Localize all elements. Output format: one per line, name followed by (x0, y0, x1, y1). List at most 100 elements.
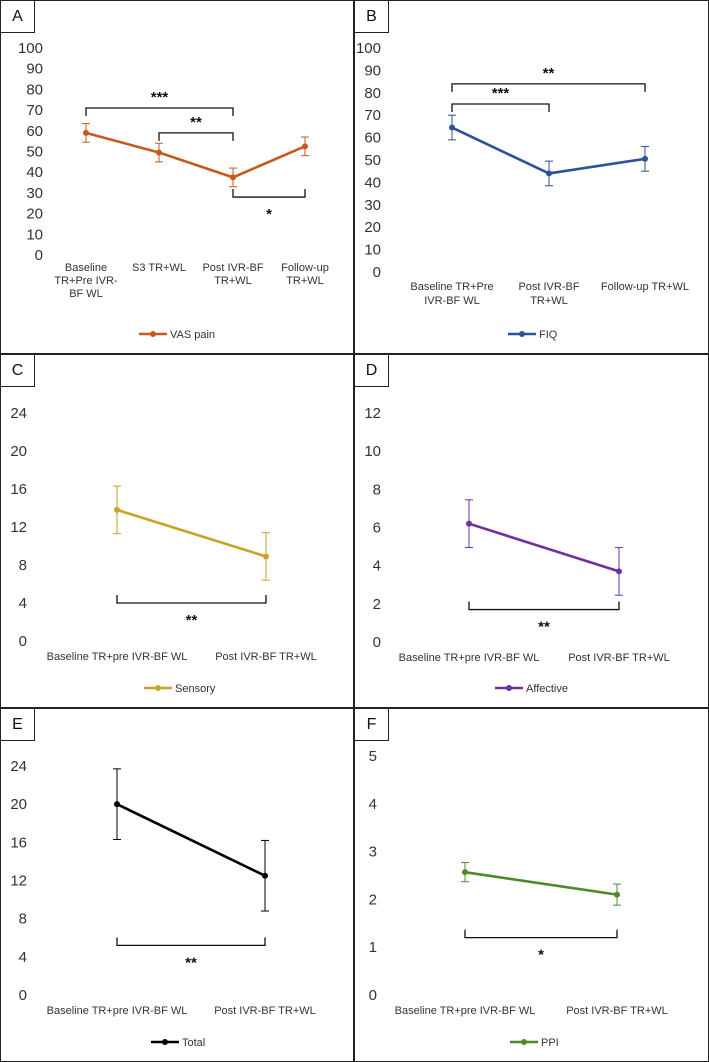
significance-bracket (468, 601, 620, 611)
y-tick-label: 20 (364, 219, 381, 236)
x-tick-label: Baseline (65, 262, 107, 274)
data-point (302, 143, 308, 150)
chart-svg: 0 1 2 3 4 5 Baseline TR+pre IVR-BF WL Post IVR-… (369, 748, 668, 1049)
x-tick-label: Baseline TR+pre IVR-BF WL (399, 652, 540, 664)
x-tick-label: Post IVR-BF (518, 281, 579, 293)
significance-label: * (538, 947, 544, 964)
y-tick-label: 3 (369, 844, 377, 861)
data-point (546, 170, 552, 177)
x-tick-label: Post IVR-BF (202, 262, 263, 274)
y-tick-label: 6 (373, 520, 381, 537)
series-line (85, 131, 306, 179)
y-tick-label: 20 (10, 443, 27, 460)
chart-svg: 0 4 8 12 16 20 24 Baseline TR+pre IVR-BF WL Post… (10, 758, 315, 1049)
panel-label: F (355, 709, 389, 741)
x-tick-label: Baseline TR+pre IVR-BF WL (47, 1005, 188, 1017)
y-tick-label: 16 (10, 481, 27, 498)
y-tick-label: 2 (373, 596, 381, 613)
y-tick-label: 4 (19, 595, 27, 612)
y-tick-label: 12 (10, 873, 27, 890)
y-tick-label: 80 (364, 85, 381, 102)
legend-label: Total (182, 1037, 205, 1049)
y-tick-label: 100 (18, 40, 43, 57)
series-line (116, 802, 266, 877)
data-point (449, 124, 455, 131)
significance-bracket (116, 937, 266, 947)
data-point (156, 149, 162, 156)
significance-label: *** (492, 85, 510, 102)
data-point (263, 553, 269, 560)
series-line (464, 870, 618, 896)
y-tick-label: 50 (364, 152, 381, 169)
y-tick-label: 70 (26, 102, 43, 119)
panel-C: C 0 4 8 12 16 20 24 Baseline TR+pre IVR-BF WL Po… (0, 354, 354, 708)
y-tick-label: 16 (10, 834, 27, 851)
x-tick-label: TR+WL (530, 295, 568, 307)
significance-label: ** (538, 619, 550, 636)
y-tick-label: 24 (10, 758, 27, 775)
data-point (466, 520, 472, 527)
chart-svg: 0 2 4 6 8 10 12 Baseline TR+pre IVR-BF WL Post I… (364, 405, 670, 695)
chart-svg: 0 4 8 12 16 20 24 Baseline TR+pre IVR-BF WL Post… (10, 405, 317, 695)
data-point (262, 872, 268, 879)
significance-bracket (232, 189, 306, 198)
panel-E: E 0 4 8 12 16 20 24 Baseline TR+pre IVR-BF WL Po… (0, 708, 354, 1062)
y-tick-label: 90 (364, 62, 381, 79)
x-tick-label: TR+WL (214, 275, 252, 287)
y-tick-label: 40 (26, 164, 43, 181)
data-point (114, 801, 120, 808)
panel-A: A 0 10 20 30 40 50 60 70 80 90 100 Baseline TR+Pre I… (0, 0, 354, 354)
data-point (616, 568, 622, 575)
significance-bracket (451, 83, 646, 92)
legend-marker-icon (521, 1039, 527, 1045)
significance-label: * (266, 206, 272, 223)
y-tick-label: 0 (19, 987, 27, 1004)
significance-bracket (464, 929, 618, 939)
x-tick-label: Post IVR-BF TR+WL (568, 652, 670, 664)
y-tick-label: 90 (26, 61, 43, 78)
significance-label: ** (185, 954, 197, 971)
y-tick-label: 8 (19, 911, 27, 928)
data-point (83, 129, 89, 136)
legend-label: PPI (541, 1037, 559, 1049)
significance-label: ** (186, 612, 198, 629)
x-tick-label: IVR-BF WL (424, 295, 480, 307)
chart-svg: 0 10 20 30 40 50 60 70 80 90 100 Baseline TR+Pre IVR… (356, 40, 689, 341)
y-tick-label: 12 (10, 519, 27, 536)
y-tick-label: 40 (364, 174, 381, 191)
y-tick-label: 10 (364, 242, 381, 259)
panel-label: C (1, 355, 35, 387)
legend-marker-icon (519, 331, 525, 337)
y-tick-label: 8 (373, 481, 381, 498)
y-tick-label: 0 (35, 247, 43, 264)
legend-label: Affective (526, 683, 568, 695)
x-tick-label: S3 TR+WL (132, 262, 186, 274)
legend-label: VAS pain (170, 329, 215, 341)
panel-label: A (1, 1, 35, 33)
data-point (462, 869, 468, 876)
y-tick-label: 10 (364, 443, 381, 460)
x-tick-label: Baseline TR+Pre (410, 281, 493, 293)
y-tick-label: 2 (369, 891, 377, 908)
data-point (642, 155, 648, 162)
y-tick-label: 20 (26, 206, 43, 223)
y-tick-label: 70 (364, 107, 381, 124)
y-tick-label: 10 (26, 226, 43, 243)
data-point (114, 506, 120, 513)
y-tick-label: 1 (369, 939, 377, 956)
panel-label: D (355, 355, 389, 387)
series-line (468, 522, 620, 573)
x-tick-label: Baseline TR+pre IVR-BF WL (395, 1005, 536, 1017)
legend-label: FIQ (539, 329, 558, 341)
x-tick-label: Post IVR-BF TR+WL (566, 1005, 668, 1017)
y-tick-label: 80 (26, 81, 43, 98)
significance-label: ** (190, 114, 202, 131)
legend-marker-icon (162, 1039, 168, 1045)
y-tick-label: 0 (369, 987, 377, 1004)
x-tick-label: Follow-up TR+WL (601, 281, 689, 293)
significance-bracket (158, 132, 234, 141)
x-tick-label: Follow-up (281, 262, 329, 274)
x-tick-label: Post IVR-BF TR+WL (215, 651, 317, 663)
y-tick-label: 8 (19, 557, 27, 574)
y-tick-label: 30 (26, 185, 43, 202)
